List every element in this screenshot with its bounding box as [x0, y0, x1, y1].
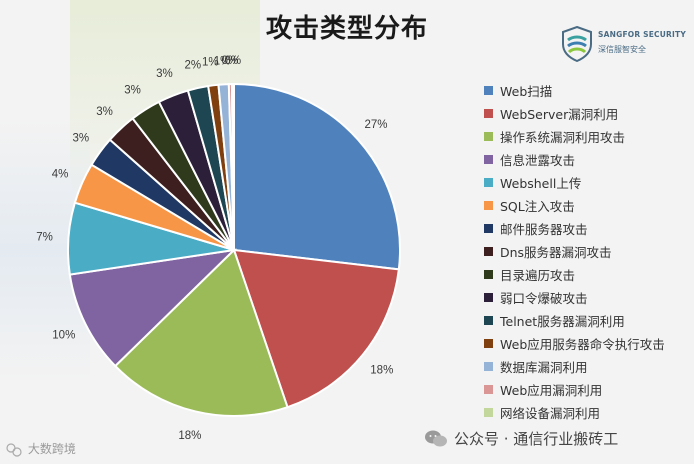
legend-item: WebServer漏洞利用	[484, 102, 665, 125]
legend-item: Web应用服务器命令执行攻击	[484, 332, 665, 355]
legend-label: 操作系统漏洞利用攻击	[500, 130, 626, 145]
legend-swatch	[484, 247, 493, 256]
pie-slice-label: 3%	[72, 133, 89, 145]
logo-name: SANGFOR SECURITY	[598, 30, 686, 39]
pie-slice-label: 1%	[214, 55, 231, 67]
pie-slices	[67, 82, 401, 417]
legend-label: Web应用漏洞利用	[500, 383, 603, 398]
pie-slice-label: 18%	[178, 430, 201, 442]
watermark-left: 大数跨境	[6, 440, 76, 457]
legend-label: 邮件服务器攻击	[500, 222, 588, 237]
legend-label: 网络设备漏洞利用	[500, 406, 601, 421]
pie-slice-label: 7%	[36, 232, 53, 244]
pie-slice-label: 3%	[156, 68, 173, 80]
legend-item: 邮件服务器攻击	[484, 217, 665, 240]
legend-swatch	[484, 224, 493, 233]
pie-slice-label: 3%	[124, 84, 141, 96]
legend-item: Webshell上传	[484, 171, 665, 194]
legend-swatch	[484, 201, 493, 210]
legend-item: Dns服务器漏洞攻击	[484, 240, 665, 263]
legend-item: 操作系统漏洞利用攻击	[484, 125, 665, 148]
legend-swatch	[484, 339, 493, 348]
pie-slice-label: 0%	[224, 55, 241, 67]
legend-label: 信息泄露攻击	[500, 153, 576, 168]
legend-swatch	[484, 132, 493, 141]
pie-slice-label: 27%	[364, 119, 387, 131]
legend-item: Web扫描	[484, 79, 665, 102]
watermark-text: 大数跨境	[27, 442, 76, 456]
chart-title: 攻击类型分布	[265, 14, 428, 44]
legend-swatch	[484, 86, 493, 95]
pie-slice	[233, 82, 401, 271]
wechat-watermark: 公众号 · 通信行业搬砖工	[424, 428, 618, 449]
pie-slice-label: 2%	[184, 60, 201, 72]
legend-label: Telnet服务器漏洞利用	[500, 314, 625, 329]
legend-swatch	[484, 316, 493, 325]
legend-label: 数据库漏洞利用	[500, 360, 588, 375]
watermark-icon	[6, 442, 22, 457]
legend-item: Web应用漏洞利用	[484, 378, 665, 401]
legend-item: 信息泄露攻击	[484, 148, 665, 171]
pie-slice	[232, 248, 400, 409]
legend-swatch	[484, 155, 493, 164]
pie-slice-label: 18%	[370, 365, 393, 377]
legend-item: 网络设备漏洞利用	[484, 401, 665, 424]
legend-label: WebServer漏洞利用	[500, 107, 619, 122]
pie-slice-label: 10%	[52, 330, 75, 342]
legend-label: Web应用服务器命令执行攻击	[500, 337, 665, 352]
legend-swatch	[484, 178, 493, 187]
pie-slice	[113, 248, 289, 417]
legend-label: Webshell上传	[500, 176, 582, 191]
legend-swatch	[484, 408, 493, 417]
legend-label: Web扫描	[500, 84, 553, 99]
legend-item: Telnet服务器漏洞利用	[484, 309, 665, 332]
pie-slice-label: 4%	[52, 169, 69, 181]
legend-swatch	[484, 293, 493, 302]
legend-swatch	[484, 362, 493, 371]
legend-swatch	[484, 109, 493, 118]
legend-swatch	[484, 385, 493, 394]
legend-label: Dns服务器漏洞攻击	[500, 245, 612, 260]
pie-slice	[230, 82, 235, 251]
legend-swatch	[484, 270, 493, 279]
pie-slice-label: 3%	[96, 106, 113, 118]
pie-labels: 27%18%18%10%7%4%3%3%3%3%2% 1%1%0%0%	[36, 55, 393, 442]
legend-item: 数据库漏洞利用	[484, 355, 665, 378]
legend-item: 弱口令爆破攻击	[484, 286, 665, 309]
logo-subtitle: 深信服智安全	[598, 45, 646, 54]
sangfor-logo-icon	[562, 26, 592, 62]
legend-item: 目录遍历攻击	[484, 263, 665, 286]
legend-label: 弱口令爆破攻击	[500, 291, 588, 306]
chart-legend: Web扫描 WebServer漏洞利用 操作系统漏洞利用攻击 信息泄露攻击 Webshe…	[484, 79, 665, 424]
legend-label: SQL注入攻击	[500, 199, 575, 214]
pie-slice	[68, 248, 237, 368]
pie-slice-label: 0%	[221, 55, 238, 67]
wechat-icon	[425, 430, 447, 446]
wechat-watermark-text: 公众号 · 通信行业搬砖工	[454, 430, 619, 448]
pie-slice-label: 1%	[202, 57, 219, 69]
sangfor-logo: SANGFOR SECURITY 深信服智安全	[560, 26, 686, 62]
legend-label: 目录遍历攻击	[500, 268, 576, 283]
legend-item: SQL注入攻击	[484, 194, 665, 217]
